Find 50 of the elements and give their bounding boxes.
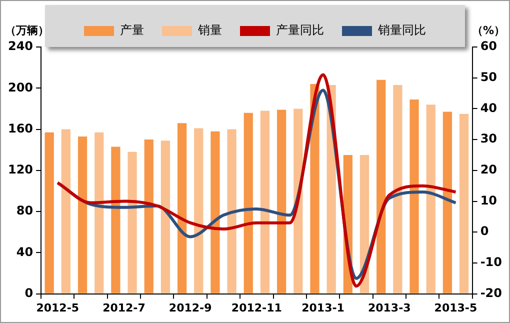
y2-tick-label: 30 — [480, 132, 498, 146]
bar — [244, 112, 253, 294]
y-axis-title: （万辆） — [5, 24, 49, 37]
bar — [459, 114, 469, 294]
bar — [144, 140, 154, 294]
y-tick-label: 200 — [8, 80, 34, 94]
bar — [111, 146, 120, 294]
y-tick-label: 40 — [16, 244, 34, 259]
bar — [277, 110, 286, 294]
bar — [442, 112, 452, 294]
x-tick-label: 2012-11 — [231, 301, 282, 314]
bar — [260, 110, 270, 294]
bar — [177, 123, 187, 294]
bar — [44, 132, 54, 294]
x-tick-label: 2012-9 — [168, 301, 212, 314]
y-tick-label: 160 — [8, 121, 34, 136]
y2-tick-label: -10 — [480, 255, 502, 270]
y2-tick-label: 60 — [480, 39, 498, 54]
y-tick-label: 240 — [8, 39, 34, 54]
legend-label: 销量 — [197, 23, 222, 38]
bar — [376, 80, 386, 294]
y2-tick-label: 50 — [480, 70, 498, 84]
x-tick-label: 2012-5 — [36, 301, 80, 314]
bar — [410, 99, 419, 294]
x-tick-label: 2013-5 — [434, 301, 478, 314]
bar — [393, 85, 402, 294]
bar — [210, 131, 220, 294]
bar — [227, 129, 236, 294]
y2-tick-label: 40 — [480, 100, 498, 115]
y2-tick-label: 10 — [480, 193, 498, 208]
bar — [128, 152, 137, 294]
bar — [426, 104, 436, 294]
y2-tick-label: 20 — [480, 162, 498, 177]
y-tick-label: 80 — [16, 204, 34, 218]
legend-label: 产量 — [120, 23, 144, 38]
y2-tick-label: -20 — [480, 286, 502, 300]
bar — [78, 136, 88, 294]
legend-label: 销量同比 — [377, 23, 426, 38]
bar — [194, 128, 204, 294]
x-tick-label: 2013-3 — [368, 301, 411, 314]
y2-axis-title: （%） — [472, 24, 505, 37]
bar — [61, 129, 70, 294]
y2-tick-label: 0 — [480, 224, 489, 238]
bar — [160, 140, 170, 294]
legend-label: 产量同比 — [276, 23, 324, 38]
bar — [94, 132, 104, 294]
x-tick-label: 2012-7 — [102, 301, 146, 314]
y-tick-label: 0 — [24, 286, 34, 300]
y-tick-label: 120 — [8, 162, 34, 177]
x-tick-label: 2013-1 — [302, 301, 344, 314]
